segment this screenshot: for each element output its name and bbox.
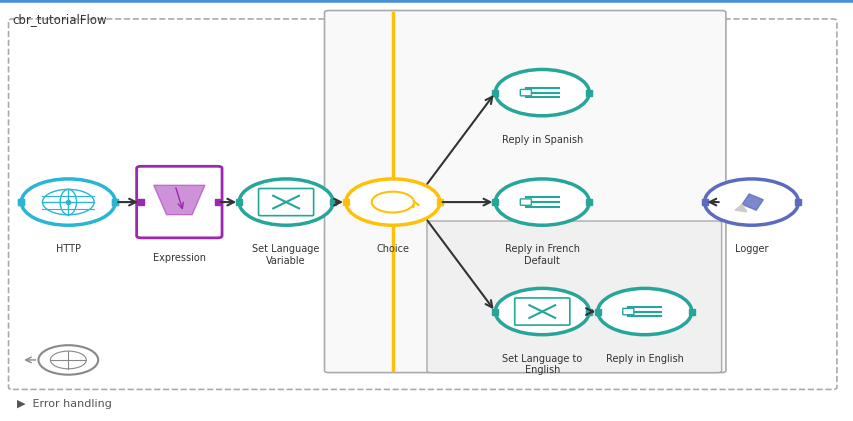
Circle shape (597, 288, 691, 335)
Text: Reply in Spanish: Reply in Spanish (501, 135, 583, 145)
Circle shape (495, 288, 589, 335)
FancyBboxPatch shape (258, 189, 313, 216)
Text: HTTP: HTTP (55, 244, 81, 254)
Circle shape (704, 179, 798, 225)
FancyBboxPatch shape (324, 11, 725, 373)
FancyBboxPatch shape (519, 89, 531, 96)
Text: Logger: Logger (734, 244, 768, 254)
Text: cbr_tutorialFlow: cbr_tutorialFlow (13, 13, 107, 26)
Circle shape (495, 179, 589, 225)
FancyBboxPatch shape (519, 199, 531, 205)
Text: Set Language to
English: Set Language to English (502, 354, 582, 375)
Text: Reply in English: Reply in English (605, 354, 683, 364)
Circle shape (239, 179, 333, 225)
Circle shape (495, 69, 589, 116)
Polygon shape (734, 204, 746, 212)
Circle shape (38, 345, 98, 375)
Polygon shape (154, 185, 205, 215)
FancyBboxPatch shape (514, 298, 569, 325)
Text: Choice: Choice (376, 244, 409, 254)
Text: Reply in French
Default: Reply in French Default (504, 244, 579, 266)
FancyBboxPatch shape (136, 166, 222, 238)
Text: ▶  Error handling: ▶ Error handling (17, 399, 112, 409)
FancyBboxPatch shape (426, 221, 721, 373)
Circle shape (21, 179, 115, 225)
FancyBboxPatch shape (622, 308, 633, 315)
Polygon shape (741, 194, 763, 210)
Circle shape (345, 179, 439, 225)
Text: Expression: Expression (153, 253, 206, 263)
Text: Set Language
Variable: Set Language Variable (252, 244, 319, 266)
